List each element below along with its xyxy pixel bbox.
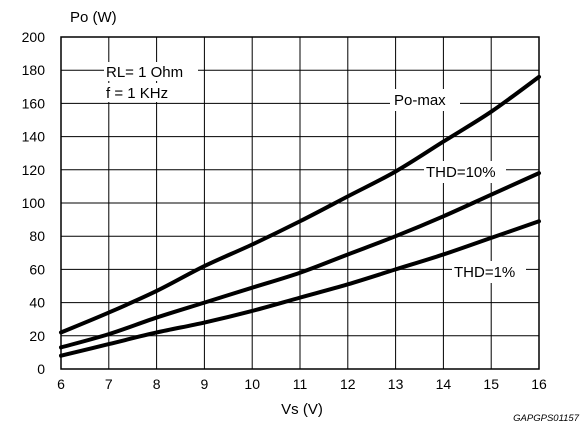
- x-tick-label: 8: [153, 376, 161, 392]
- x-tick-label: 7: [105, 376, 113, 392]
- y-tick-label: 140: [22, 129, 46, 145]
- x-tick-label: 14: [436, 376, 452, 392]
- x-tick-label: 10: [244, 376, 260, 392]
- series-line-thd-1: [59, 219, 541, 358]
- x-tick-label: 15: [483, 376, 499, 392]
- condition-frequency: f = 1 KHz: [106, 85, 168, 102]
- y-tick-label: 80: [29, 228, 45, 244]
- y-tick-label: 200: [22, 29, 46, 45]
- y-axis-title: Po (W): [70, 9, 117, 26]
- figure-code: GAPGPS01157: [513, 413, 580, 424]
- x-tick-label: 12: [340, 376, 356, 392]
- tick-labels: 6 7 8 9 10 11 12 13 14 15 160204060801001201401601…: [22, 29, 547, 392]
- series-label-thd-1: THD=1%: [454, 264, 515, 281]
- series-line-thd-10: [59, 171, 541, 350]
- x-tick-label: 13: [388, 376, 404, 392]
- x-tick-label: 11: [293, 376, 308, 392]
- y-tick-label: 100: [22, 195, 46, 211]
- plot-frame: [60, 36, 540, 370]
- condition-rl: RL= 1 Ohm: [106, 64, 183, 81]
- y-tick-label: 120: [22, 162, 46, 178]
- series-label-thd-10: THD=10%: [426, 164, 496, 181]
- x-axis-title: Vs (V): [281, 401, 323, 418]
- series-label-po-max: Po-max: [394, 92, 446, 109]
- y-tick-label: 60: [29, 261, 45, 277]
- series-curves: [59, 74, 541, 358]
- x-tick-label: 9: [201, 376, 209, 392]
- y-tick-label: 20: [29, 328, 45, 344]
- x-tick-label: 16: [531, 376, 547, 392]
- y-tick-label: 160: [22, 95, 46, 111]
- y-tick-label: 0: [37, 361, 45, 377]
- y-tick-label: 40: [29, 295, 45, 311]
- series-line-po-max: [59, 74, 541, 335]
- x-tick-label: 6: [57, 376, 65, 392]
- y-tick-label: 180: [22, 62, 46, 78]
